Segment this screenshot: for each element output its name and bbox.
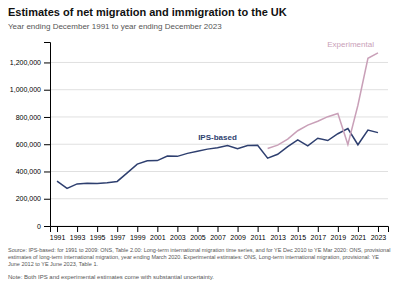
y-tick: 0 xyxy=(37,223,50,230)
x-tick: 2007 xyxy=(210,226,226,241)
x-tick-mark xyxy=(238,226,239,232)
series-line xyxy=(268,53,378,149)
y-tick-label: 1,000,000 xyxy=(10,86,41,93)
series-line xyxy=(57,129,378,189)
x-tick-label: 2011 xyxy=(251,234,266,241)
y-tick: 200,000 xyxy=(16,195,50,202)
x-tick-mark xyxy=(278,226,279,232)
source-line: estimates of long-term international mig… xyxy=(8,254,379,260)
subtitle: Year ending December 1991 to year ending… xyxy=(8,22,222,31)
source: Source: IPS-based: for 1991 to 2009: ONS… xyxy=(8,247,390,267)
y-tick: 1,000,000 xyxy=(10,86,50,93)
y-tick-label: 800,000 xyxy=(16,114,41,121)
x-axis-line xyxy=(51,227,389,233)
x-tick-label: 1995 xyxy=(90,234,106,241)
x-tick-label: 2021 xyxy=(351,234,367,241)
title: Estimates of net migration and immigrati… xyxy=(8,6,287,18)
x-tick: 1999 xyxy=(130,226,146,241)
x-tick: 1995 xyxy=(90,226,106,241)
series-label: IPS-based xyxy=(198,133,237,142)
y-tick-label: 0 xyxy=(37,223,41,230)
y-tick: 400,000 xyxy=(16,168,50,175)
x-tick: 1997 xyxy=(110,226,126,241)
x-tick-mark xyxy=(137,226,138,232)
chart: Estimates of net migration and immigrati… xyxy=(0,0,400,308)
y-tick-mark xyxy=(44,199,50,200)
x-tick-mark xyxy=(258,226,259,232)
x-tick: 1991 xyxy=(50,226,66,241)
y-tick-label: 600,000 xyxy=(16,141,41,148)
x-tick-mark xyxy=(77,226,78,232)
x-tick-mark xyxy=(97,226,98,232)
x-tick-label: 1991 xyxy=(50,234,66,241)
x-tick-label: 1993 xyxy=(70,234,86,241)
y-axis-line xyxy=(44,43,51,227)
y-tick-mark xyxy=(44,90,50,91)
x-tick: 2003 xyxy=(170,226,186,241)
x-tick-label: 2019 xyxy=(331,234,347,241)
x-tick-label: 2001 xyxy=(150,234,166,241)
x-tick-label: 2015 xyxy=(290,234,306,241)
y-tick-mark xyxy=(44,117,50,118)
source-line: Source: IPS-based: for 1991 to 2009: ONS… xyxy=(8,247,390,253)
grid-line xyxy=(50,89,388,90)
x-tick-mark xyxy=(217,226,218,232)
y-tick-mark xyxy=(44,144,50,145)
x-tick: 2021 xyxy=(351,226,367,241)
y-tick: 800,000 xyxy=(16,114,50,121)
grid-line xyxy=(50,116,388,117)
x-tick-mark xyxy=(177,226,178,232)
source-line: June 2012 to YE June 2023, Table 1. xyxy=(8,261,98,267)
grid xyxy=(50,62,388,226)
x-tick: 1993 xyxy=(70,226,86,241)
grid-line xyxy=(50,62,388,63)
x-tick-mark xyxy=(117,226,118,232)
x-tick: 2013 xyxy=(270,226,286,241)
y-tick: 1,200,000 xyxy=(10,59,50,66)
x-tick-label: 2005 xyxy=(190,234,206,241)
x-tick-mark xyxy=(358,226,359,232)
x-tick: 2009 xyxy=(230,226,246,241)
x-tick-label: 2017 xyxy=(311,234,327,241)
x-tick-mark xyxy=(338,226,339,232)
y-tick-mark xyxy=(44,62,50,63)
x-tick-label: 2013 xyxy=(270,234,286,241)
y-tick-mark xyxy=(44,171,50,172)
x-tick-label: 2007 xyxy=(210,234,226,241)
y-tick: 600,000 xyxy=(16,141,50,148)
x-tick-mark xyxy=(57,226,58,232)
x-tick-label: 2009 xyxy=(230,234,246,241)
x-tick: 2017 xyxy=(311,226,327,241)
y-tick-mark xyxy=(44,226,50,227)
plot-area xyxy=(57,53,378,188)
x-tick-label: 1999 xyxy=(130,234,146,241)
x-tick-mark xyxy=(318,226,319,232)
x-tick-mark xyxy=(197,226,198,232)
x-tick-mark xyxy=(157,226,158,232)
y-tick-label: 200,000 xyxy=(16,195,41,202)
series-labels: IPS-based Experimental xyxy=(198,40,374,142)
x-tick: 2023 xyxy=(371,226,387,241)
series-label: Experimental xyxy=(327,40,374,49)
note: Note: Both IPS and experimental estimate… xyxy=(8,274,214,280)
x-tick-label: 1997 xyxy=(110,234,126,241)
grid-line xyxy=(50,144,388,145)
x-axis: 1991 1993 1995 1997 1999 2001 2003 2005 2007 2009… xyxy=(50,226,389,241)
grid-line xyxy=(50,198,388,199)
x-tick-mark xyxy=(298,226,299,232)
x-tick-mark xyxy=(378,226,379,232)
x-tick: 2019 xyxy=(331,226,347,241)
y-tick-label: 1,200,000 xyxy=(10,59,41,66)
x-tick: 2011 xyxy=(251,226,266,241)
y-tick-label: 400,000 xyxy=(16,168,41,175)
x-tick-label: 2023 xyxy=(371,234,387,241)
grid-line xyxy=(50,171,388,172)
x-tick: 2015 xyxy=(290,226,306,241)
x-tick-label: 2003 xyxy=(170,234,186,241)
x-tick: 2005 xyxy=(190,226,206,241)
x-tick: 2001 xyxy=(150,226,166,241)
y-axis: 0 200,000 400,000 600,000 800,000 1,000,000 1,… xyxy=(10,43,51,230)
